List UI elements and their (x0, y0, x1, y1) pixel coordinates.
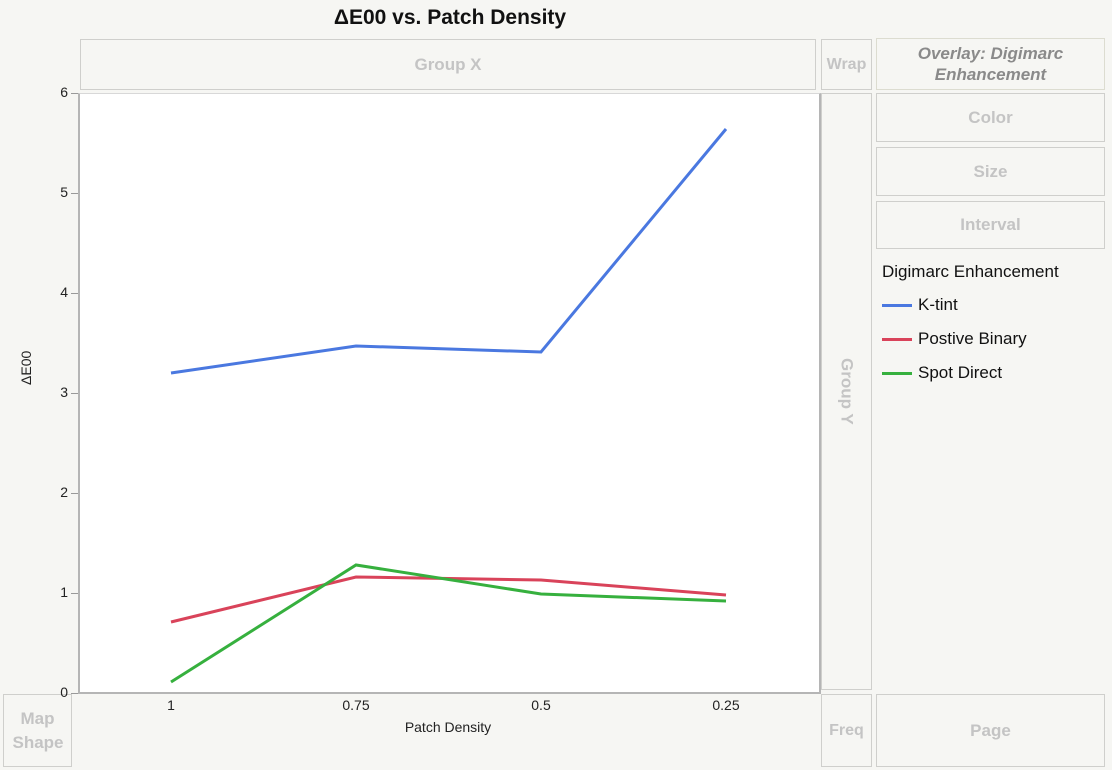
y-tick-label: 5 (60, 184, 68, 200)
x-axis-label: Patch Density (404, 719, 492, 735)
legend-title: Digimarc Enhancement (882, 262, 1059, 281)
y-tick-mark (71, 93, 78, 94)
color-label: Color (968, 107, 1013, 127)
group-y-zone[interactable]: Group Y (821, 93, 872, 690)
y-tick-label: 6 (60, 84, 68, 100)
legend-line-icon (882, 303, 912, 307)
y-tick-label: 2 (60, 484, 68, 500)
size-label: Size (973, 161, 1008, 181)
interval-zone[interactable]: Interval (876, 201, 1105, 249)
y-tick-label: 4 (60, 284, 68, 300)
y-tick-label: 1 (60, 584, 68, 600)
series-line-k-tint (170, 128, 728, 375)
legend-line-icon (882, 337, 912, 341)
x-tick-label: 1 (167, 697, 175, 713)
group-x-zone[interactable]: Group X (80, 39, 816, 90)
y-tick-mark (71, 693, 78, 694)
chart-title: ΔE00 vs. Patch Density (333, 6, 567, 29)
legend-label: Postive Binary (918, 329, 1027, 348)
x-tick-label: 0.75 (342, 697, 370, 713)
legend-line-icon (882, 371, 912, 375)
freq-zone[interactable]: Freq (821, 694, 872, 767)
color-zone[interactable]: Color (876, 93, 1105, 142)
map-shape-zone[interactable]: Map Shape (3, 694, 72, 767)
y-tick-mark (71, 393, 78, 394)
legend: Digimarc Enhancement K-tint Postive Binar… (882, 262, 1107, 390)
y-tick-mark (71, 193, 78, 194)
page-label: Page (970, 720, 1011, 740)
legend-item-spot-direct[interactable]: Spot Direct (882, 356, 1107, 390)
legend-item-postive-binary[interactable]: Postive Binary (882, 322, 1107, 356)
legend-item-k-tint[interactable]: K-tint (882, 288, 1107, 322)
size-zone[interactable]: Size (876, 147, 1105, 196)
page-zone[interactable]: Page (876, 694, 1105, 767)
map-shape-label: Map Shape (12, 708, 64, 752)
y-tick-mark (71, 593, 78, 594)
group-y-label: Group Y (837, 358, 857, 425)
series-line-postive-binary (170, 575, 727, 624)
y-tick-mark (71, 493, 78, 494)
x-tick-label: 0.5 (531, 697, 551, 713)
plot-area[interactable] (78, 93, 821, 694)
freq-label: Freq (829, 721, 864, 739)
interval-label: Interval (960, 215, 1021, 234)
overlay-label: Overlay: Digimarc Enhancement (917, 44, 1064, 84)
y-tick-label: 0 (60, 684, 68, 700)
y-tick-mark (71, 293, 78, 294)
wrap-label: Wrap (826, 55, 867, 73)
y-axis-label: ΔE00 (18, 350, 34, 385)
series-line-spot-direct (170, 563, 727, 684)
y-tick-label: 3 (60, 384, 68, 400)
line-chart (170, 128, 728, 684)
x-tick-label: 0.25 (712, 697, 740, 713)
legend-label: Spot Direct (918, 363, 1003, 382)
legend-label: K-tint (918, 295, 958, 314)
overlay-zone[interactable]: Overlay: Digimarc Enhancement (876, 38, 1105, 90)
group-x-label: Group X (414, 54, 482, 74)
wrap-zone[interactable]: Wrap (821, 39, 872, 90)
